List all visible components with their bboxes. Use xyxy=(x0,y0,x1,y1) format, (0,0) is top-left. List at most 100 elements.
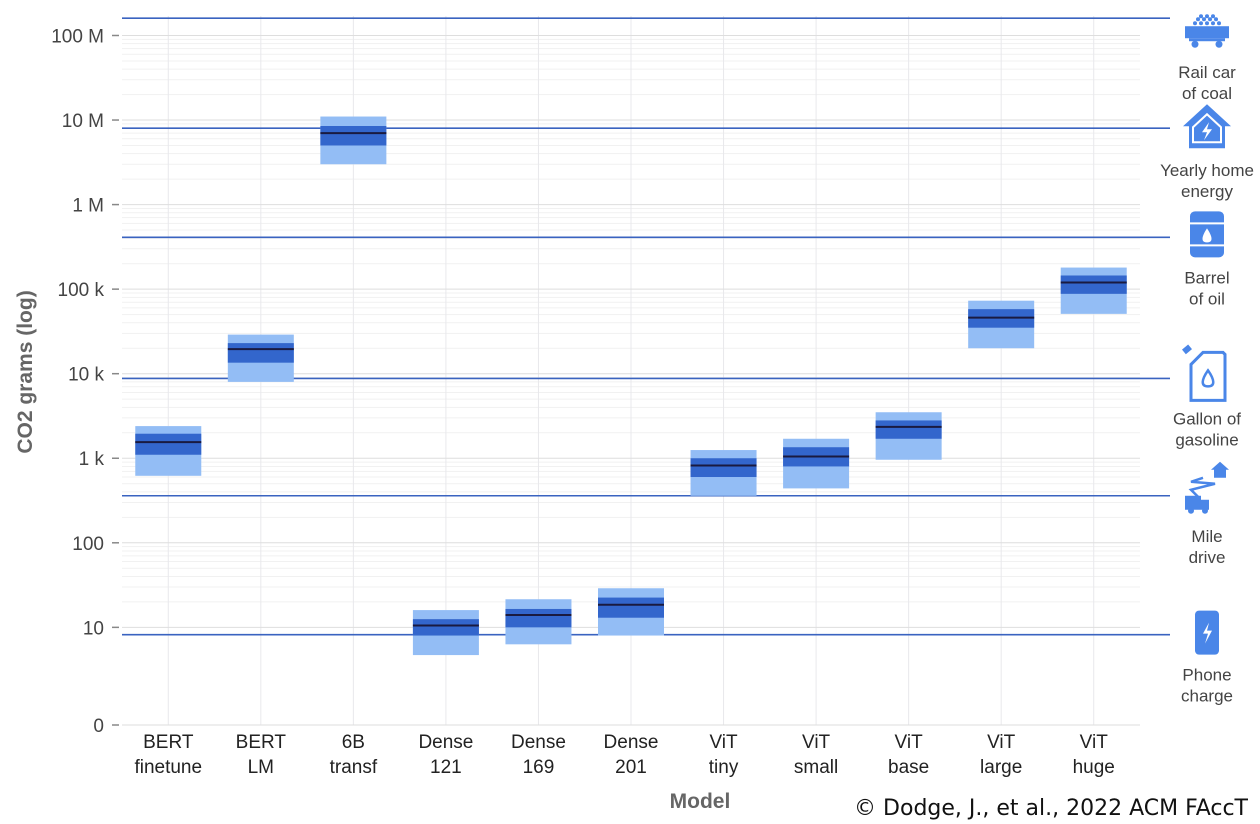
reference-label: Phone xyxy=(1182,666,1231,685)
home-energy-icon xyxy=(1183,104,1231,149)
can-outline xyxy=(1189,350,1227,402)
phone-bolt xyxy=(1203,622,1212,644)
credit-text: © Dodge, J., et al., 2022 ACM FAccT xyxy=(854,796,1249,821)
reference-label: charge xyxy=(1181,687,1233,706)
x-category-label: huge xyxy=(1073,757,1115,778)
reference-label: gasoline xyxy=(1175,430,1238,449)
x-category-label: ViT xyxy=(1080,732,1109,753)
x-category-label: finetune xyxy=(134,757,202,778)
truck-cab xyxy=(1201,499,1209,510)
coal-lump xyxy=(1214,17,1218,22)
truck-wheel xyxy=(1188,507,1194,514)
x-category-label: ViT xyxy=(987,732,1016,753)
box-iqr xyxy=(505,608,572,628)
box-dense-169 xyxy=(505,599,572,645)
reference-label: Barrel xyxy=(1184,268,1229,287)
box-vit-tiny xyxy=(690,450,757,496)
x-category-label: small xyxy=(794,757,838,778)
coal-lump xyxy=(1193,21,1197,26)
coal-lump xyxy=(1208,17,1212,22)
box-iqr xyxy=(875,420,942,439)
box-iqr xyxy=(1060,275,1127,294)
oil-barrel-icon xyxy=(1190,211,1224,258)
x-category-label: 201 xyxy=(615,757,647,778)
box-iqr xyxy=(135,433,202,455)
coal-lump xyxy=(1196,17,1200,22)
home-inner xyxy=(1192,112,1222,144)
x-category-label: ViT xyxy=(802,732,831,753)
box-dense-201 xyxy=(598,588,664,636)
coal-lump xyxy=(1199,14,1203,19)
coal-lump xyxy=(1205,21,1209,26)
box-iqr xyxy=(227,343,294,363)
y-tick-label: 1 M xyxy=(72,196,104,217)
reference-label: Mile xyxy=(1191,527,1222,546)
coal-lump xyxy=(1211,21,1215,26)
x-category-label: BERT xyxy=(143,732,194,753)
box-vit-base xyxy=(875,412,942,460)
reference-label: Yearly home xyxy=(1160,161,1254,180)
box-bert-lm xyxy=(227,334,294,382)
box-vit-small xyxy=(783,438,850,489)
x-category-label: transf xyxy=(330,757,378,778)
reference-label: energy xyxy=(1181,182,1233,201)
gas-can-icon xyxy=(1182,344,1227,402)
reference-label: Rail car xyxy=(1178,63,1236,82)
x-category-label: BERT xyxy=(236,732,287,753)
y-axis-title: CO2 grams (log) xyxy=(14,290,37,453)
x-category-label: Dense xyxy=(418,732,473,753)
x-category-label: 121 xyxy=(430,757,462,778)
box-dense-121 xyxy=(412,610,479,656)
truck-house-icon xyxy=(1185,461,1229,514)
car-wheel xyxy=(1191,40,1199,48)
y-tick-label: 0 xyxy=(93,716,104,737)
x-category-label: ViT xyxy=(895,732,924,753)
x-category-label: base xyxy=(888,757,929,778)
reference-lines xyxy=(122,17,1170,636)
box-bert-finetune xyxy=(135,426,202,476)
coal-lump xyxy=(1202,17,1206,22)
reference-labels: Phone charge Mile drive Gallon of gasoline Bar… xyxy=(1160,14,1254,706)
y-tick-label: 10 xyxy=(83,618,104,639)
x-axis-categories: BERT finetune BERT LM 6B transf Dense 121 Dense 1… xyxy=(134,732,1114,778)
reference-label: drive xyxy=(1189,548,1226,567)
y-tick-label: 10 M xyxy=(62,111,104,132)
box-iqr xyxy=(598,597,664,618)
box-iqr xyxy=(412,619,479,636)
route-line xyxy=(1188,476,1216,499)
box-iqr xyxy=(690,458,757,478)
x-category-label: LM xyxy=(248,757,274,778)
box-iqr xyxy=(320,126,387,146)
boxes xyxy=(135,116,1127,656)
y-tick-label: 10 k xyxy=(68,365,104,386)
can-spout xyxy=(1182,344,1192,355)
x-category-label: ViT xyxy=(709,732,738,753)
box-vit-large xyxy=(968,300,1035,349)
oil-drop xyxy=(1202,228,1212,243)
house-shape xyxy=(1211,461,1229,478)
fuel-drop xyxy=(1201,368,1215,388)
reference-label: of coal xyxy=(1182,84,1232,103)
x-category-label: tiny xyxy=(709,757,739,778)
x-category-label: 169 xyxy=(523,757,555,778)
x-axis-title: Model xyxy=(670,790,731,813)
y-tick-label: 100 xyxy=(72,534,104,555)
gridlines xyxy=(122,16,1140,726)
box-6b-transf xyxy=(320,116,387,165)
coal-lump xyxy=(1217,21,1221,26)
box-vit-huge xyxy=(1060,267,1127,314)
car-body xyxy=(1185,26,1229,39)
phone-icon xyxy=(1195,610,1219,655)
truck-wheel xyxy=(1202,507,1208,514)
y-tick-label: 100 k xyxy=(58,280,105,301)
home-bolt xyxy=(1202,122,1212,141)
x-category-label: 6B xyxy=(342,732,365,753)
coal-lump xyxy=(1199,21,1203,26)
coal-rail-car-icon xyxy=(1185,14,1229,48)
coal-lump xyxy=(1205,14,1209,19)
reference-label: of oil xyxy=(1189,289,1225,308)
y-tick-label: 1 k xyxy=(79,449,105,470)
car-wheel xyxy=(1215,40,1223,48)
